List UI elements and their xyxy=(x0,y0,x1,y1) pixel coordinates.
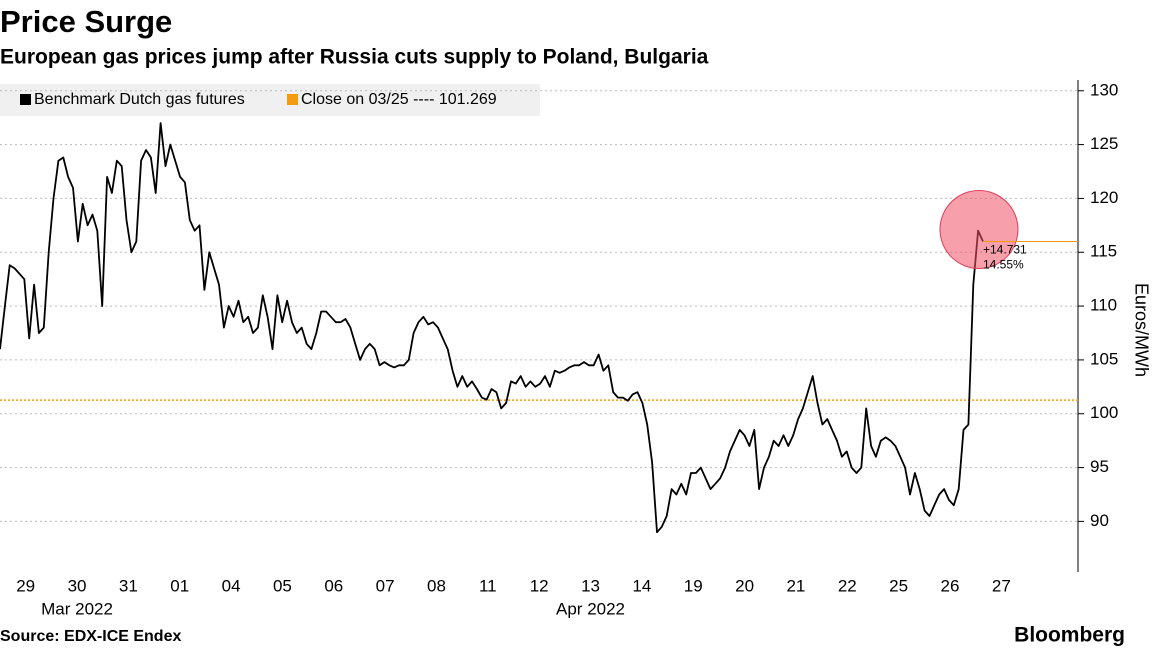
y-tick-label: 125 xyxy=(1090,134,1118,153)
x-tick-label: 05 xyxy=(273,576,292,595)
x-tick-label: 30 xyxy=(68,576,87,595)
x-tick-label: 04 xyxy=(222,576,241,595)
month-label: Mar 2022 xyxy=(41,599,113,618)
x-tick-label: 27 xyxy=(992,576,1011,595)
month-label: Apr 2022 xyxy=(556,599,625,618)
change-pct-label: 14.55% xyxy=(983,258,1024,272)
x-tick-label: 31 xyxy=(119,576,138,595)
x-tick-label: 14 xyxy=(632,576,651,595)
x-tick-label: 20 xyxy=(735,576,754,595)
series-line xyxy=(0,122,984,534)
legend-label: Benchmark Dutch gas futures xyxy=(34,91,245,108)
y-tick-label: 95 xyxy=(1090,457,1109,476)
highlight-circle xyxy=(939,189,1019,269)
source: Source: EDX-ICE Endex xyxy=(0,628,181,645)
y-tick-label: 120 xyxy=(1090,188,1118,207)
y-tick-label: 90 xyxy=(1090,511,1109,530)
legend-label: Close on 03/25 ---- 101.269 xyxy=(301,91,497,108)
y-tick-label: 105 xyxy=(1090,349,1118,368)
x-tick-label: 11 xyxy=(479,576,497,595)
x-tick-label: 01 xyxy=(170,576,189,595)
brand: Bloomberg xyxy=(1014,624,1125,647)
chart-title: Price Surge xyxy=(0,4,172,39)
y-tick-label: 100 xyxy=(1090,403,1118,422)
chart-subtitle: European gas prices jump after Russia cu… xyxy=(0,46,709,69)
y-tick-label: 110 xyxy=(1090,296,1117,315)
x-tick-label: 21 xyxy=(786,576,805,595)
x-tick-label: 06 xyxy=(324,576,343,595)
x-tick-label: 13 xyxy=(581,576,600,595)
y-tick-label: 130 xyxy=(1090,80,1118,99)
x-tick-label: 08 xyxy=(427,576,446,595)
x-tick-label: 07 xyxy=(376,576,395,595)
x-tick-label: 25 xyxy=(889,576,908,595)
x-tick-label: 12 xyxy=(530,576,549,595)
y-tick-label: 115 xyxy=(1090,242,1117,261)
y-axis-label: Euros/MWh xyxy=(1131,283,1151,377)
legend-box xyxy=(0,84,540,116)
legend-swatch xyxy=(20,94,31,105)
x-tick-label: 22 xyxy=(838,576,857,595)
x-tick-label: 19 xyxy=(684,576,703,595)
legend-swatch xyxy=(287,94,298,105)
change-label: +14.731 xyxy=(983,243,1027,257)
x-tick-label: 26 xyxy=(941,576,960,595)
x-tick-label: 29 xyxy=(16,576,35,595)
